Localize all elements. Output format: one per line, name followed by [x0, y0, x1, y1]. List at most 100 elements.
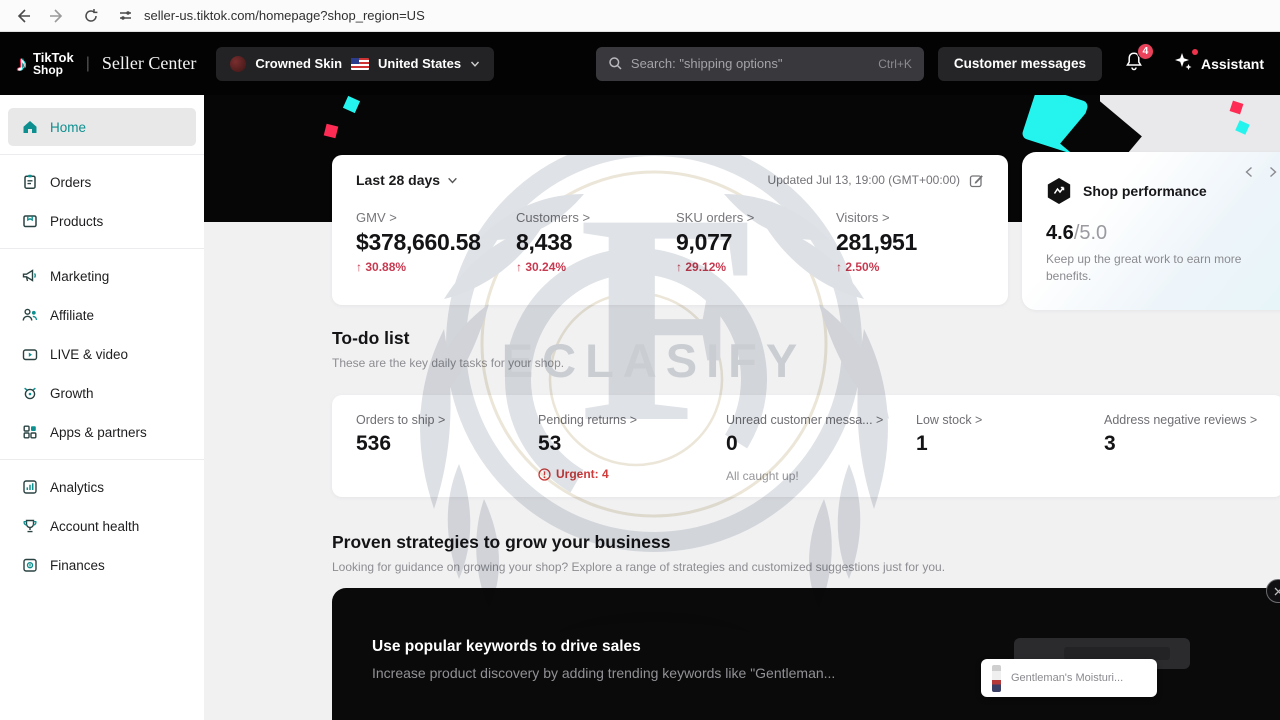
- back-icon[interactable]: [14, 7, 32, 25]
- product-thumbnail: [992, 664, 1001, 692]
- sidebar-item-label: Marketing: [50, 268, 110, 284]
- assistant-alert-dot: [1191, 49, 1198, 55]
- banner-title: Use popular keywords to drive sales: [372, 638, 641, 655]
- strategies-subtitle: Looking for guidance on growing your sho…: [332, 560, 946, 574]
- metric-gmv[interactable]: GMV > $378,660.58 ↑ 30.88%: [356, 210, 481, 274]
- site-settings-icon[interactable]: [116, 7, 134, 25]
- metric-label[interactable]: SKU orders >: [676, 210, 755, 225]
- overview-card: Last 28 days Updated Jul 13, 19:00 (GMT+…: [332, 155, 1008, 305]
- notifications-button[interactable]: 4: [1124, 42, 1154, 77]
- sidebar-item-products[interactable]: Products: [8, 202, 196, 240]
- analytics-icon: [23, 480, 37, 494]
- date-range-dropdown[interactable]: Last 28 days: [356, 172, 458, 188]
- delta-arrow-icon: ↑: [516, 260, 522, 274]
- carousel-next-icon[interactable]: [1268, 166, 1278, 178]
- sidebar-item-label: Affiliate: [50, 307, 95, 323]
- finances-icon: [23, 558, 37, 572]
- delta-value: 30.88%: [365, 260, 407, 274]
- edit-icon[interactable]: [969, 173, 984, 188]
- sidebar-item-label: Apps & partners: [50, 424, 147, 440]
- sidebar-item-finances[interactable]: Finances: [8, 546, 196, 584]
- brand-wordmark: TikTok Shop: [33, 51, 74, 76]
- sidebar-item-label: Orders: [50, 174, 92, 190]
- delta-value: 2.50%: [845, 260, 880, 274]
- todo-label[interactable]: Orders to ship >: [356, 413, 446, 427]
- todo-label[interactable]: Unread customer messa... >: [726, 413, 884, 427]
- sidebar-item-label: Growth: [50, 385, 94, 401]
- todo-label[interactable]: Address negative reviews >: [1104, 413, 1258, 427]
- app-title: Seller Center: [101, 53, 197, 73]
- shop-performance-card: Shop performance 4.6/5.0 Keep up the gre…: [1022, 152, 1280, 310]
- sidebar-divider: [0, 154, 204, 155]
- orders-icon: [24, 174, 36, 189]
- todo-negative-reviews[interactable]: Address negative reviews > 3: [1104, 413, 1257, 456]
- todo-value: 536: [356, 432, 392, 455]
- sidebar-item-analytics[interactable]: Analytics: [8, 468, 196, 506]
- metric-label[interactable]: Visitors >: [836, 210, 890, 225]
- notification-badge: 4: [1136, 42, 1154, 60]
- customer-messages-button[interactable]: Customer messages: [937, 46, 1102, 81]
- tiktok-logo-icon: ♪: [16, 50, 27, 76]
- carousel-controls: [1244, 166, 1278, 178]
- all-caught-up-note: All caught up!: [726, 469, 799, 483]
- sidebar-item-marketing[interactable]: Marketing: [8, 257, 196, 295]
- sidebar-item-label: Analytics: [50, 479, 105, 495]
- chevron-down-icon: [448, 177, 457, 184]
- todo-pending-returns[interactable]: Pending returns > 53: [538, 413, 637, 456]
- region-name: United States: [378, 56, 462, 71]
- metric-label[interactable]: Customers >: [516, 210, 591, 225]
- carousel-prev-icon[interactable]: [1244, 166, 1254, 178]
- product-chip[interactable]: Gentleman's Moisturi...: [981, 659, 1157, 697]
- sparkle-icon: [1174, 49, 1198, 75]
- updated-text: Updated Jul 13, 19:00 (GMT+00:00): [767, 173, 960, 187]
- sidebar-item-growth[interactable]: Growth: [8, 374, 196, 412]
- banner-subtitle: Increase product discovery by adding tre…: [372, 665, 836, 681]
- todo-unread-messages[interactable]: Unread customer messa... > 0: [726, 413, 883, 456]
- metric-customers[interactable]: Customers > 8,438 ↑ 30.24%: [516, 210, 590, 274]
- trophy-icon: [23, 519, 37, 533]
- delta-value: 29.12%: [685, 260, 727, 274]
- search-shortcut: Ctrl+K: [878, 56, 912, 71]
- sidebar-item-live-video[interactable]: LIVE & video: [8, 335, 196, 373]
- metric-visitors[interactable]: Visitors > 281,951 ↑ 2.50%: [836, 210, 917, 274]
- header-divider: |: [85, 54, 90, 72]
- forward-icon[interactable]: [48, 7, 66, 25]
- metric-value: 9,077: [676, 229, 733, 255]
- todo-orders-to-ship[interactable]: Orders to ship > 536: [356, 413, 445, 456]
- date-range-value: Last 28 days: [356, 172, 441, 188]
- assistant-button[interactable]: Assistant: [1174, 49, 1264, 75]
- banner-close-button[interactable]: [1266, 579, 1280, 603]
- sidebar-item-label: Products: [50, 213, 104, 229]
- shop-switcher[interactable]: Crowned Skin United States: [216, 46, 495, 81]
- sidebar-item-home[interactable]: Home: [8, 108, 196, 146]
- sidebar-item-affiliate[interactable]: Affiliate: [8, 296, 196, 334]
- sidebar-item-apps-partners[interactable]: Apps & partners: [8, 413, 196, 451]
- apps-grid-icon: [23, 425, 37, 439]
- todo-value: 53: [538, 432, 562, 455]
- todo-label[interactable]: Pending returns >: [538, 413, 638, 427]
- global-search-input[interactable]: Search: "shipping options" Ctrl+K: [595, 46, 924, 81]
- sidebar-item-label: Home: [50, 119, 87, 135]
- live-video-icon: [22, 349, 38, 361]
- todo-value: 3: [1104, 432, 1116, 455]
- sidebar-item-orders[interactable]: Orders: [8, 163, 196, 201]
- keywords-banner[interactable]: Use popular keywords to drive sales Incr…: [332, 579, 1280, 720]
- url-text[interactable]: seller-us.tiktok.com/homepage?shop_regio…: [144, 8, 425, 23]
- todo-low-stock[interactable]: Low stock > 1: [916, 413, 982, 456]
- alert-circle-icon: [538, 467, 551, 481]
- chevron-down-icon: [471, 61, 480, 67]
- sidebar-item-account-health[interactable]: Account health: [8, 507, 196, 545]
- reload-icon[interactable]: [82, 7, 100, 25]
- metric-delta: ↑ 29.12%: [676, 260, 754, 274]
- search-placeholder: Search: "shipping options": [630, 56, 783, 71]
- shop-performance-title[interactable]: Shop performance: [1083, 183, 1207, 199]
- delta-arrow-icon: ↑: [676, 260, 682, 274]
- address-bar[interactable]: seller-us.tiktok.com/homepage?shop_regio…: [116, 7, 425, 25]
- banner-skeleton: [1014, 638, 1190, 669]
- close-icon: [1274, 587, 1280, 595]
- metric-sku-orders[interactable]: SKU orders > 9,077 ↑ 29.12%: [676, 210, 754, 274]
- metric-label[interactable]: GMV >: [356, 210, 397, 225]
- todo-label[interactable]: Low stock >: [916, 413, 983, 427]
- todo-value: 1: [916, 432, 928, 455]
